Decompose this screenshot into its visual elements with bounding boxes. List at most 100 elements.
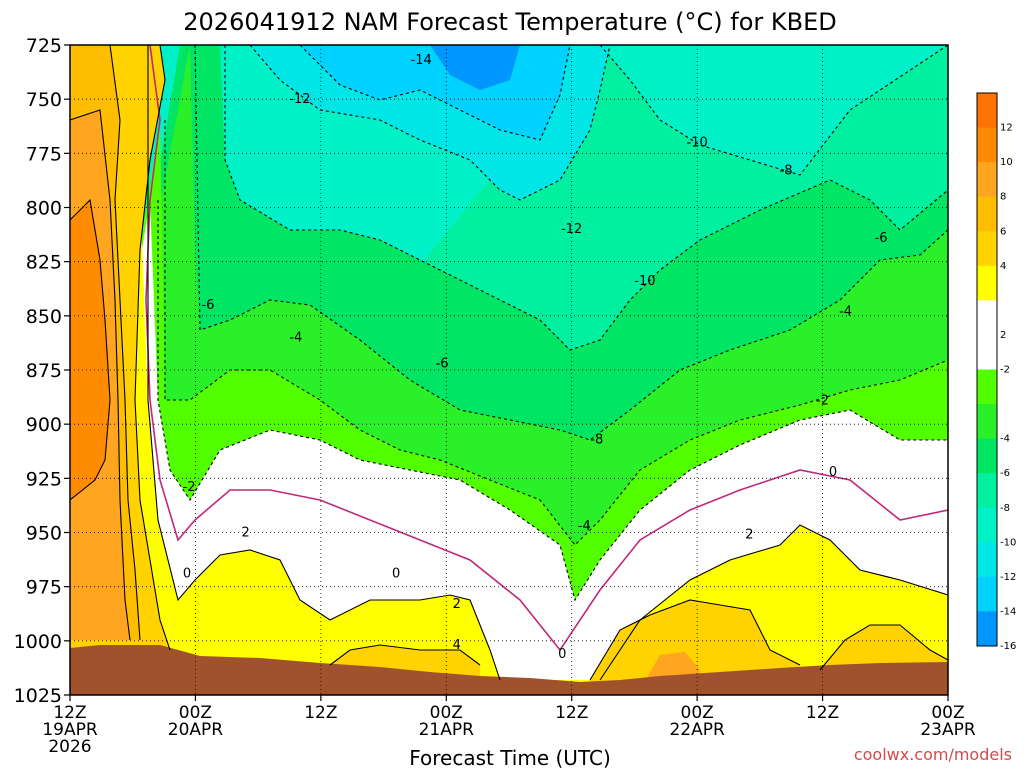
- x-tick-label: 12Z: [555, 703, 588, 723]
- y-tick-label: 950: [26, 523, 62, 545]
- x-axis-title: Forecast Time (UTC): [409, 746, 611, 768]
- colorbar-band: [977, 231, 997, 267]
- x-tick-label: 12Z: [806, 703, 839, 723]
- y-tick-label: 800: [26, 198, 62, 220]
- contour-label: -8: [780, 164, 793, 179]
- colorbar-label: -6: [1000, 468, 1010, 479]
- colorbar: 12 10 8 6 4 2 -2 -4 -6 -8 -10 -12 -14 -16: [976, 92, 1016, 652]
- contour-label: -4: [578, 519, 591, 534]
- band-plus2-plus4: [70, 190, 948, 695]
- contour-label: -6: [201, 298, 214, 313]
- y-tick-label: 1000: [14, 631, 62, 653]
- colorbar-band: [977, 542, 997, 578]
- chart-title: 2026041912 NAM Forecast Temperature (°C)…: [183, 8, 836, 36]
- colorbar-label: 12: [1000, 123, 1013, 134]
- colorbar-label: -4: [1000, 434, 1010, 445]
- credit-text: coolwx.com/models: [854, 745, 1012, 764]
- colorbar-label: 8: [1000, 192, 1006, 203]
- contour-plus6: [109, 45, 141, 641]
- contour-label: 0: [183, 567, 191, 582]
- colorbar-label: -10: [1000, 537, 1016, 548]
- colorbar-label: -14: [1000, 606, 1016, 617]
- y-tick-label: 850: [26, 306, 62, 328]
- contour-label: -12: [561, 222, 582, 237]
- contour-minus8: [599, 45, 948, 176]
- colorbar-band: [977, 507, 997, 543]
- x-tick-label: 19APR: [42, 720, 98, 740]
- x-tick-label: 00Z: [430, 703, 463, 723]
- contour-plus8: [70, 109, 131, 641]
- band-plus4-plus6-right: [590, 600, 800, 690]
- plot-area: -14 -12 -12 -10 -10 -8 -6 -6 -6 -4 -4 -4 -8 -2 -2 0 0 0 0 2…: [69, 44, 949, 696]
- x-tick-label: 23APR: [920, 720, 976, 740]
- contour-label: -12: [289, 92, 310, 107]
- contour-label: -6: [436, 357, 449, 372]
- contour-label: 2: [241, 526, 249, 541]
- colorbar-band: [977, 196, 997, 232]
- contour-zero: [145, 45, 948, 652]
- colorbar-band: [977, 473, 997, 509]
- colorbar-band: [977, 162, 997, 198]
- y-tick-label: 900: [26, 414, 62, 436]
- colorbar-band: [977, 438, 997, 474]
- contour-label: 2: [453, 597, 461, 612]
- x-tick-label: 12Z: [304, 703, 337, 723]
- contour-label: -14: [411, 53, 432, 68]
- contour-label: -6: [875, 231, 888, 246]
- terrain: [70, 645, 948, 695]
- contour-plus2-right: [599, 524, 948, 681]
- temperature-fill: [70, 45, 948, 695]
- contour-labels: -14 -12 -12 -10 -10 -8 -6 -6 -6 -4 -4 -4 -8 -2 -2 0 0 0 0 2…: [183, 53, 888, 662]
- contour-minus8-lower: [194, 45, 948, 441]
- contour-label: 0: [558, 647, 566, 662]
- contour-label: -4: [289, 331, 302, 346]
- x-tick-label: 22APR: [669, 720, 725, 740]
- contour-minus12: [249, 45, 611, 201]
- colorbar-band: [977, 404, 997, 440]
- colorbar-frame: [976, 92, 998, 647]
- colorbar-band: [977, 369, 997, 405]
- colorbar-band: [977, 300, 997, 336]
- y-tick-label: 975: [26, 577, 62, 599]
- colorbar-label: -12: [1000, 572, 1016, 583]
- colorbar-label: -2: [1000, 365, 1010, 376]
- x-tick-label: 00Z: [179, 703, 212, 723]
- contour-minus2: [157, 200, 948, 602]
- x-tick-label: 21APR: [419, 720, 475, 740]
- contour-label: -2: [816, 393, 829, 408]
- contour-lines: [70, 45, 948, 681]
- colorbar-band: [977, 576, 997, 612]
- contour-minus4: [164, 120, 948, 546]
- y-tick-label: 825: [26, 252, 62, 274]
- contour-label: 4: [453, 638, 461, 653]
- contour-plus4-far-right: [819, 624, 948, 671]
- y-tick-label: 1025: [14, 685, 62, 707]
- x-tick-label: 2026: [48, 737, 91, 757]
- colorbar-band: [977, 334, 997, 370]
- band-below-minus16: [430, 45, 520, 90]
- contour-plus4-right: [589, 599, 801, 681]
- y-tick-label: 750: [26, 89, 62, 111]
- contour-label: -10: [687, 136, 708, 151]
- y-tick-label: 875: [26, 360, 62, 382]
- contour-label: -10: [634, 274, 655, 289]
- y-tick-label: 925: [26, 468, 62, 490]
- colorbar-band: [977, 93, 997, 129]
- colorbar-label: -16: [1000, 641, 1016, 652]
- band-plus10-plus12: [70, 200, 110, 500]
- x-tick-label: 00Z: [931, 703, 964, 723]
- contour-plus10: [70, 198, 111, 501]
- contour-label: 0: [392, 567, 400, 582]
- contour-label: -4: [839, 305, 852, 320]
- colorbar-band: [977, 265, 997, 301]
- colorbar-label: 10: [1000, 157, 1013, 168]
- colorbar-label: 6: [1000, 226, 1006, 237]
- colorbar-band: [977, 127, 997, 163]
- contour-plus4-mid: [329, 644, 481, 666]
- x-tick-label: 00Z: [681, 703, 714, 723]
- contour-label: 2: [745, 528, 753, 543]
- contour-minus10: [224, 45, 948, 351]
- y-tick-label: 725: [26, 35, 62, 57]
